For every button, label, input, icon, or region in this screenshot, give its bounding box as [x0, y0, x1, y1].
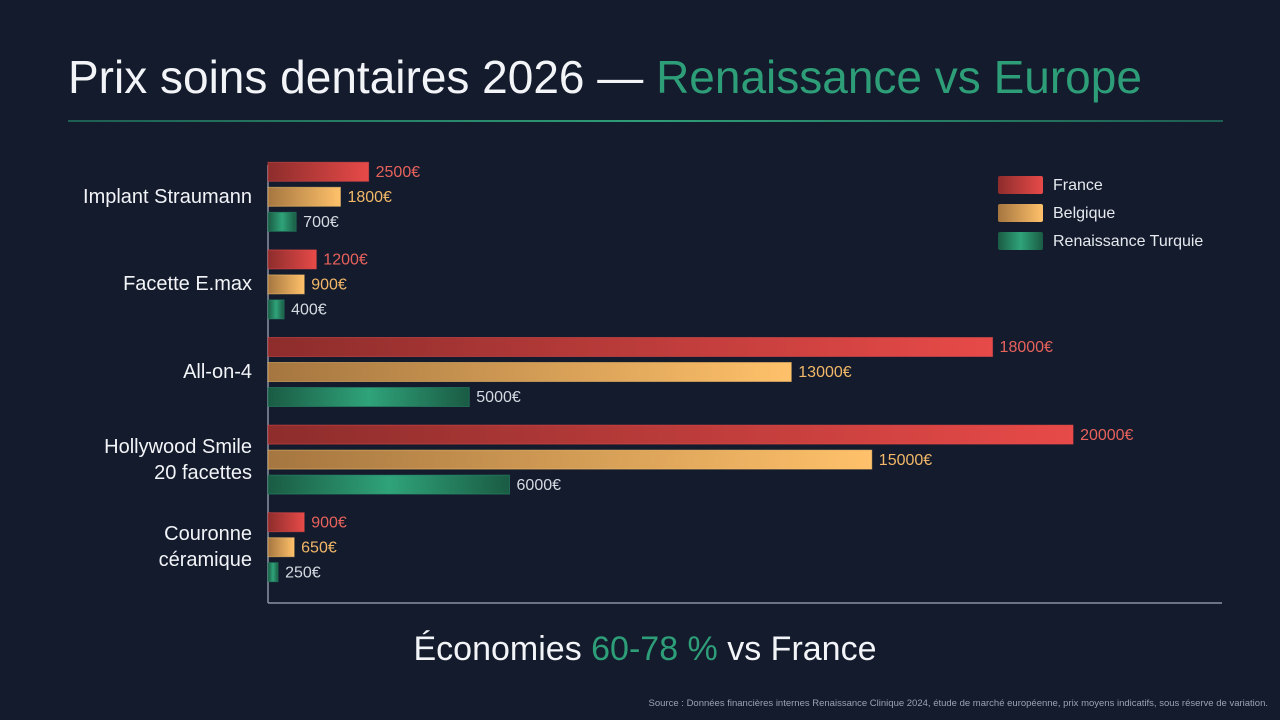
bar: [267, 211, 297, 232]
footer-part: 60-78 %: [591, 630, 718, 668]
bar: [267, 449, 873, 470]
bar: [267, 299, 285, 320]
bar: [267, 274, 305, 295]
category-label: Facette E.max: [123, 273, 252, 296]
title-part: Prix soins dentaires 2026 —: [68, 51, 657, 103]
bar: [267, 387, 470, 407]
value-label: 5000€: [476, 389, 521, 406]
category-label: Implant Straumann: [83, 185, 252, 208]
bar: [267, 337, 994, 357]
footer-part: Économies: [413, 630, 592, 668]
bar: [267, 362, 792, 382]
category-label: All-on-4: [183, 361, 252, 383]
value-label: 15000€: [879, 452, 932, 469]
value-label: 1800€: [347, 189, 392, 206]
bar: [267, 537, 295, 558]
bar: [267, 562, 279, 583]
bar: [267, 161, 370, 182]
value-label: 900€: [311, 514, 347, 531]
value-label: 2500€: [376, 164, 421, 181]
value-label: 700€: [303, 214, 339, 231]
bar: [267, 474, 511, 495]
footer: Économies 60-78 % vs France: [0, 630, 1280, 669]
legend-label: France: [1053, 177, 1103, 194]
category-label: Couronne céramique: [158, 523, 252, 572]
legend-swatch: [998, 176, 1043, 194]
bar: [267, 186, 341, 207]
bar: [267, 512, 305, 533]
legend-label: Belgique: [1053, 205, 1115, 222]
value-label: 13000€: [798, 364, 851, 381]
value-label: 650€: [301, 539, 337, 556]
legend-label: Renaissance Turquie: [1053, 233, 1203, 250]
value-label: 900€: [311, 277, 347, 294]
legend-swatch: [998, 232, 1043, 250]
footer-part: vs France: [717, 630, 877, 668]
divider: [68, 120, 1223, 122]
category-label: Hollywood Smile 20 facettes: [104, 435, 252, 484]
bar: [267, 249, 317, 270]
value-label: 250€: [285, 564, 321, 581]
value-label: 1200€: [323, 252, 368, 269]
bar: [267, 424, 1074, 445]
value-label: 6000€: [517, 477, 562, 494]
legend-swatch: [998, 204, 1043, 222]
source: Source : Données financières internes Re…: [648, 698, 1268, 709]
chart-title: Prix soins dentaires 2026 — Renaissance …: [68, 50, 1142, 104]
value-label: 18000€: [1000, 339, 1053, 356]
value-label: 20000€: [1080, 427, 1133, 444]
value-label: 400€: [291, 302, 327, 319]
title-part: Renaissance vs Europe: [656, 51, 1142, 103]
